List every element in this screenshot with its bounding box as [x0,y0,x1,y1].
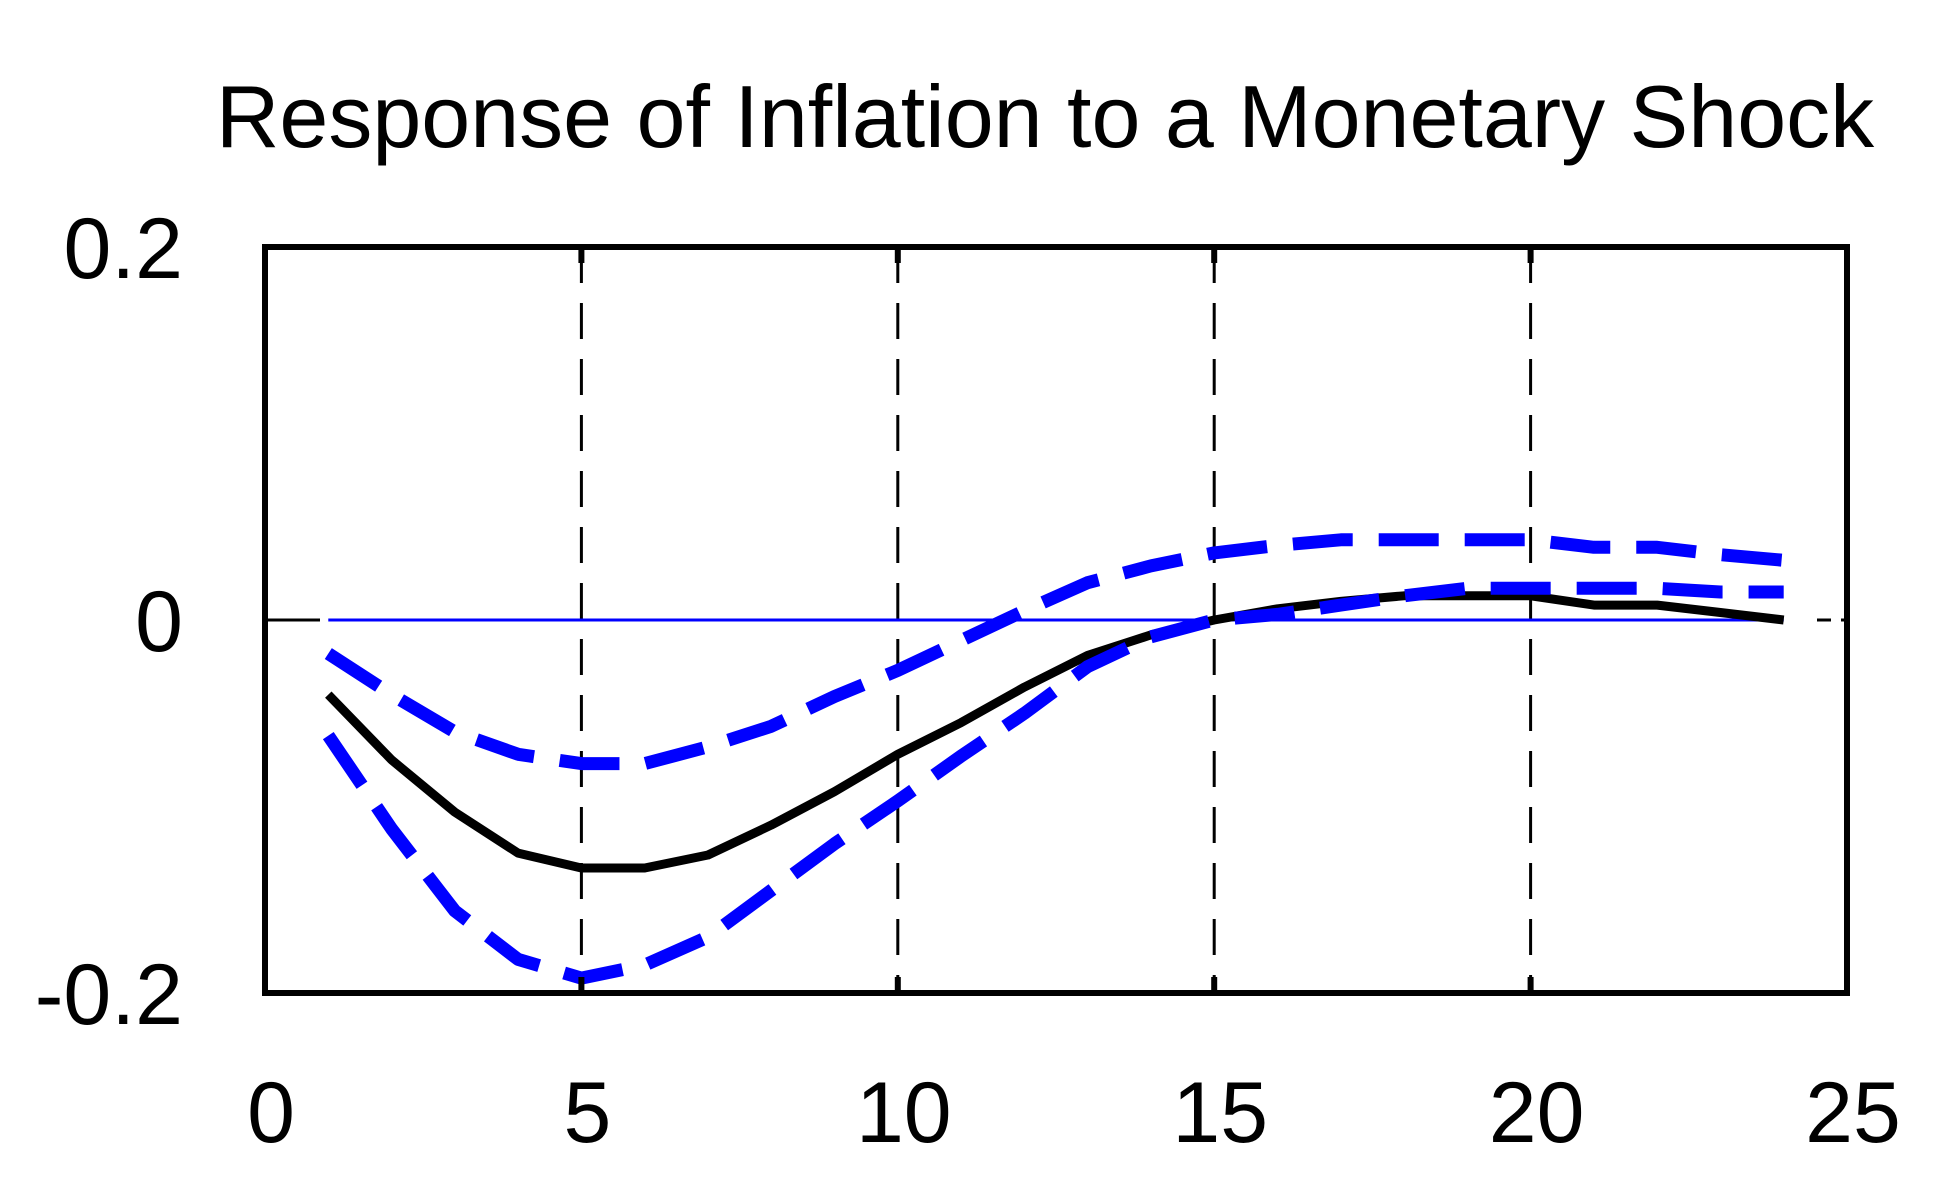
y-tick-label-0: 0 [135,574,183,670]
x-tick-label-20: 20 [1489,1065,1585,1161]
plot-frame [262,244,1850,996]
x-tick-label-10: 10 [856,1065,952,1161]
y-tick-label--0.2: -0.2 [35,947,183,1043]
x-tick-label-0: 0 [247,1065,295,1161]
x-tick-label-15: 15 [1172,1065,1268,1161]
y-tick-label-0.2: 0.2 [63,201,183,297]
x-tick-label-25: 25 [1805,1065,1901,1161]
chart-title: Response of Inflation to a Monetary Shoc… [216,67,1875,166]
series-line-upper-band [324,533,1785,771]
y-tick-labels: 0.2 0 -0.2 [35,201,183,1043]
x-tick-labels: 0 5 10 15 20 25 [247,1065,1901,1161]
series-layer [322,533,1785,985]
x-tick-label-5: 5 [563,1065,611,1161]
series-line-response [325,591,1785,873]
plot-frame-rect [262,244,1850,996]
series-line-lower-band [322,581,1784,985]
